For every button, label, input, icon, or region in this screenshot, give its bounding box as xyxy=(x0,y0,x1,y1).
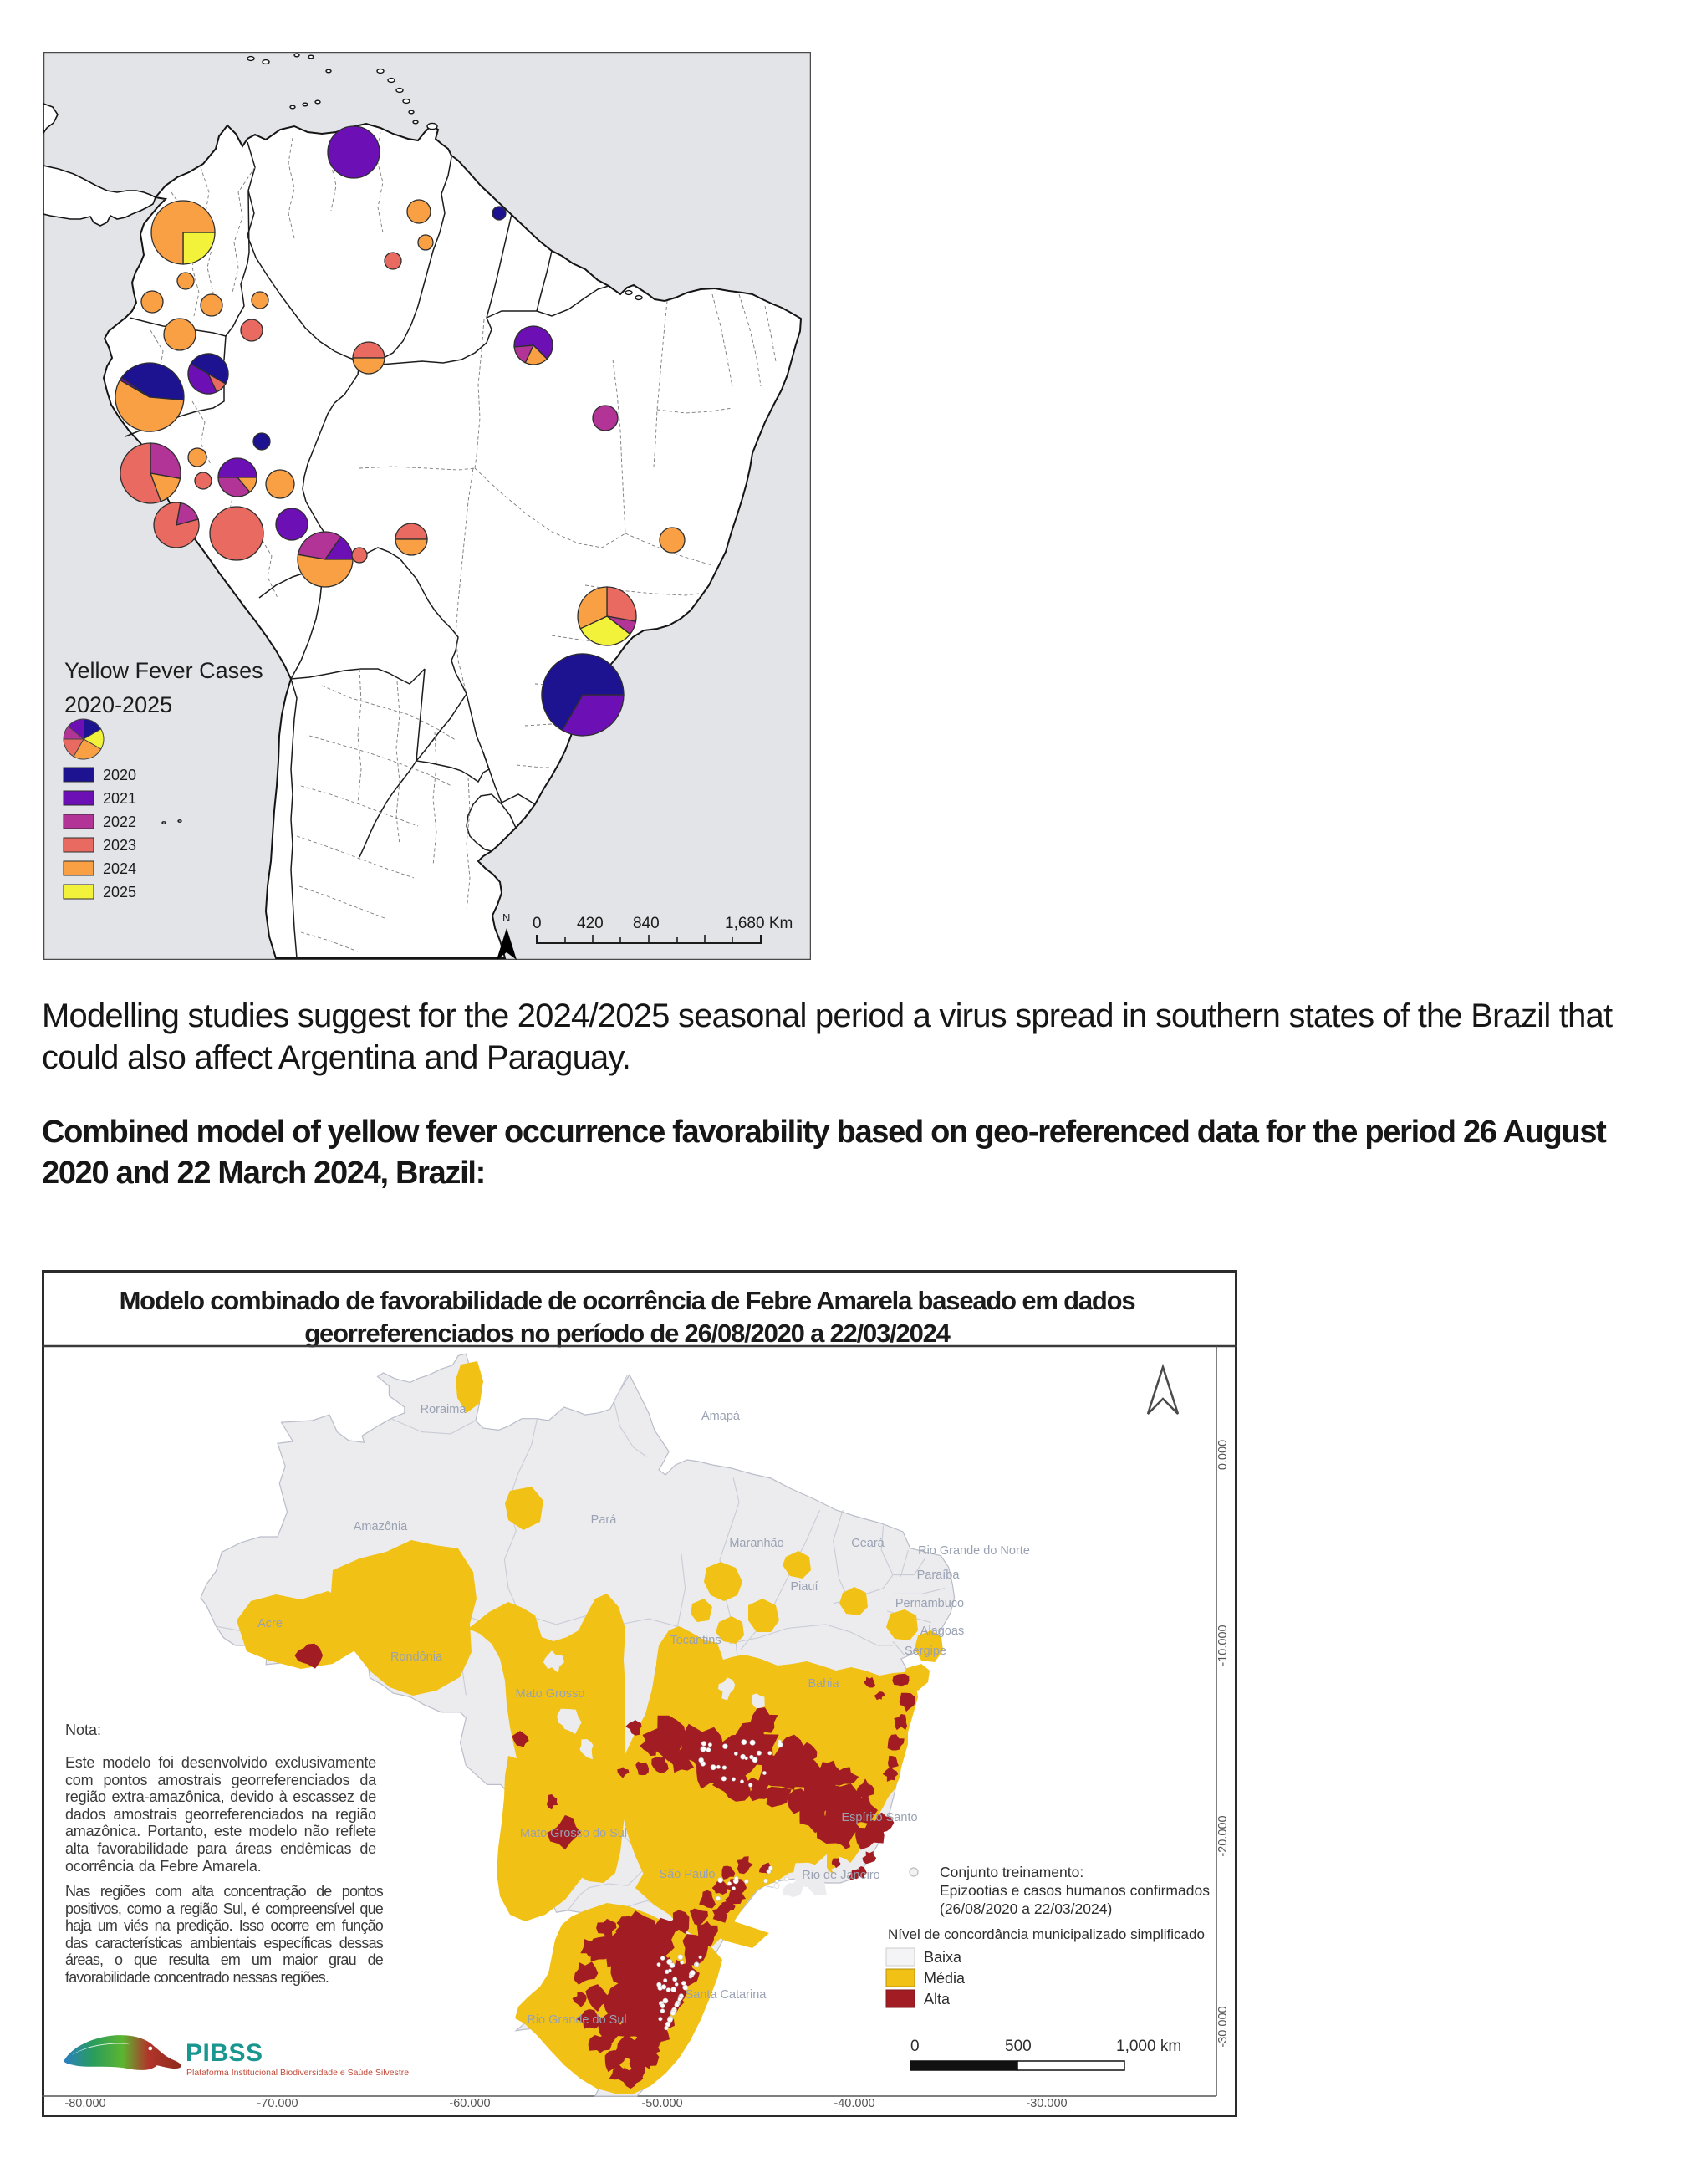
svg-text:840: 840 xyxy=(633,915,660,932)
svg-text:Pará: Pará xyxy=(591,1513,618,1527)
svg-text:São Paulo: São Paulo xyxy=(660,1868,716,1881)
svg-text:Nota:: Nota: xyxy=(65,1722,101,1738)
svg-text:Paraíba: Paraíba xyxy=(917,1569,961,1582)
svg-text:420: 420 xyxy=(577,915,604,932)
svg-text:2020-2025: 2020-2025 xyxy=(64,692,172,717)
svg-text:-30.000: -30.000 xyxy=(1026,2097,1067,2110)
svg-text:Tocantins: Tocantins xyxy=(670,1634,721,1647)
svg-text:Alta: Alta xyxy=(924,1991,951,2007)
svg-text:2021: 2021 xyxy=(103,790,136,807)
svg-text:Pernambuco: Pernambuco xyxy=(895,1597,964,1610)
svg-text:georreferenciados no período d: georreferenciados no período de 26/08/20… xyxy=(304,1319,951,1348)
svg-text:-50.000: -50.000 xyxy=(641,2097,682,2110)
svg-text:Alagoas: Alagoas xyxy=(920,1625,964,1638)
svg-text:Bahia: Bahia xyxy=(808,1677,839,1691)
svg-text:1,680 Km: 1,680 Km xyxy=(725,915,793,932)
svg-text:-60.000: -60.000 xyxy=(449,2097,490,2110)
svg-text:Nível de concordância municipa: Nível de concordância municipalizado sim… xyxy=(888,1926,1205,1942)
svg-text:(26/08/2020 a 22/03/2024): (26/08/2020 a 22/03/2024) xyxy=(940,1900,1112,1917)
svg-text:Sergipe: Sergipe xyxy=(905,1645,946,1658)
svg-text:Mato Grosso do Sul: Mato Grosso do Sul xyxy=(520,1827,627,1840)
svg-text:-30.000: -30.000 xyxy=(1216,2006,1230,2047)
svg-text:Conjunto treinamento:: Conjunto treinamento: xyxy=(940,1864,1083,1880)
svg-text:Espírito Santo: Espírito Santo xyxy=(841,1811,917,1824)
svg-text:Epizootias e casos humanos con: Epizootias e casos humanos confirmados xyxy=(940,1882,1210,1899)
svg-text:-70.000: -70.000 xyxy=(257,2097,298,2110)
svg-text:Amapá: Amapá xyxy=(701,1410,741,1423)
svg-text:1,000 km: 1,000 km xyxy=(1116,2038,1181,2055)
svg-text:Rio de Janeiro: Rio de Janeiro xyxy=(802,1869,880,1882)
svg-text:Maranhão: Maranhão xyxy=(729,1537,783,1550)
svg-text:2022: 2022 xyxy=(103,814,136,830)
svg-text:Mato Grosso: Mato Grosso xyxy=(516,1687,585,1701)
svg-text:N: N xyxy=(502,911,510,924)
svg-text:-40.000: -40.000 xyxy=(834,2097,874,2110)
svg-text:Média: Média xyxy=(924,1970,966,1987)
svg-text:Santa Catarina: Santa Catarina xyxy=(686,1988,767,2002)
svg-text:Rio Grande do Norte: Rio Grande do Norte xyxy=(918,1544,1030,1558)
svg-text:-20.000: -20.000 xyxy=(1216,1815,1230,1856)
svg-text:Roraima: Roraima xyxy=(421,1403,467,1416)
svg-text:0: 0 xyxy=(533,915,542,932)
svg-text:Baixa: Baixa xyxy=(924,1949,962,1966)
svg-text:Ceará: Ceará xyxy=(851,1537,885,1550)
svg-text:2025: 2025 xyxy=(103,884,136,900)
svg-text:-10.000: -10.000 xyxy=(1216,1625,1230,1666)
svg-text:Piauí: Piauí xyxy=(790,1580,818,1594)
svg-text:0.000: 0.000 xyxy=(1216,1440,1230,1470)
svg-text:500: 500 xyxy=(1005,2038,1032,2055)
svg-text:0: 0 xyxy=(910,2038,920,2055)
svg-text:Yellow Fever Cases: Yellow Fever Cases xyxy=(64,658,263,683)
svg-text:2023: 2023 xyxy=(103,837,136,854)
svg-text:2024: 2024 xyxy=(103,860,136,877)
svg-text:PIBSS: PIBSS xyxy=(186,2039,263,2067)
svg-text:Amazônia: Amazônia xyxy=(354,1520,408,1533)
svg-text:2020: 2020 xyxy=(103,767,136,783)
svg-text:Plataforma Institucional Biodi: Plataforma Institucional Biodiversidade … xyxy=(186,2068,409,2078)
svg-text:Rio Grande do Sul: Rio Grande do Sul xyxy=(527,2013,626,2027)
svg-text:Modelo combinado de favorabili: Modelo combinado de favorabilidade de oc… xyxy=(120,1286,1135,1315)
svg-text:-80.000: -80.000 xyxy=(64,2097,105,2110)
svg-text:Rondônia: Rondônia xyxy=(390,1650,443,1664)
svg-text:Acre: Acre xyxy=(257,1617,283,1630)
